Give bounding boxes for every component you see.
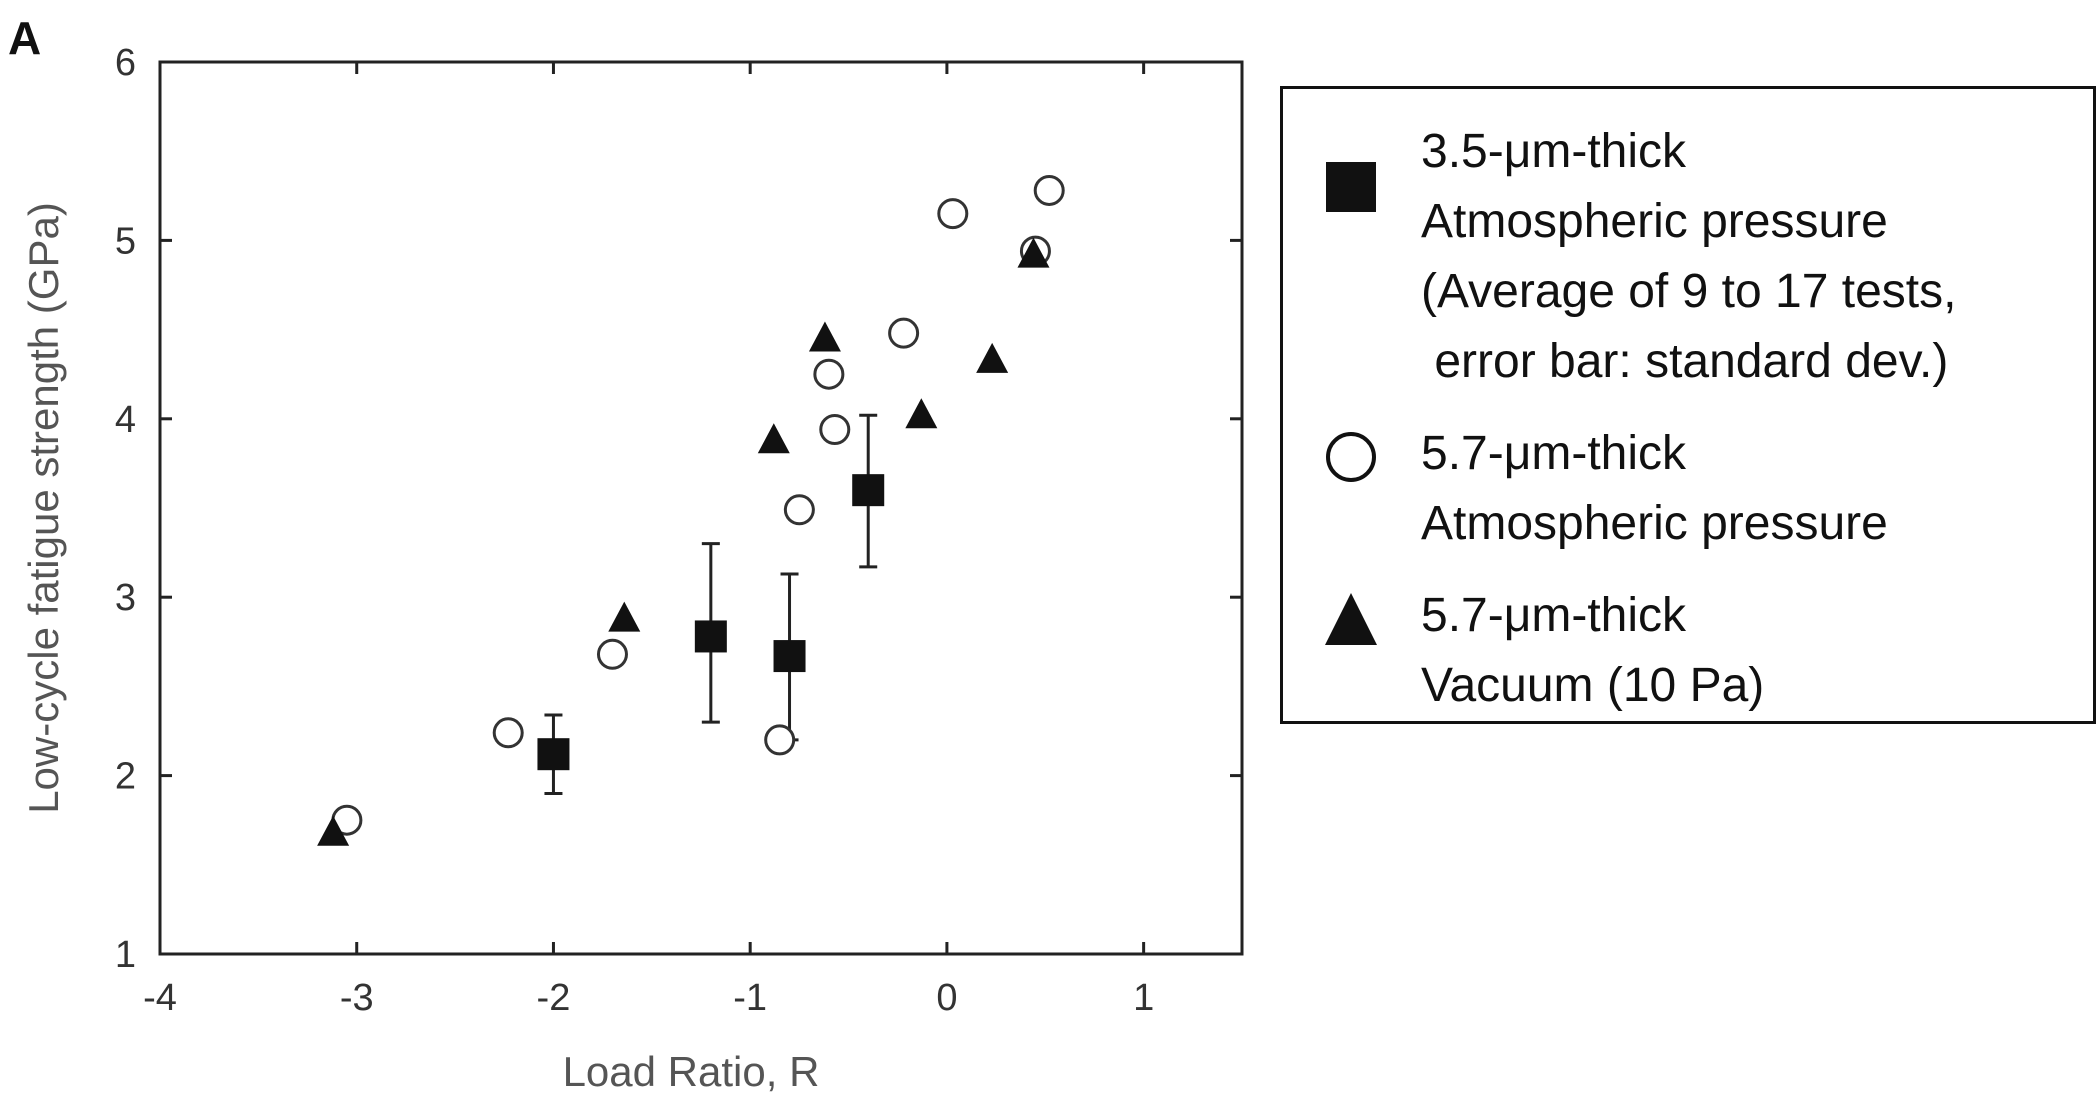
y-axis-title: Low-cycle fatigue strength (GPa) (20, 202, 67, 814)
circle-data-point (813, 358, 845, 390)
x-tick-label: -2 (537, 977, 571, 1019)
square-data-point (694, 620, 727, 653)
axis-ticks: -4 -3 -2 -1 0 1 1 2 3 4 5 6 (115, 42, 1242, 1019)
legend-entry-triangle: 5.7-μm-thick Vacuum (10 Pa) (1283, 581, 2093, 731)
open-circle-marker-icon (1326, 432, 1376, 482)
x-axis-title: Load Ratio, R (563, 1048, 820, 1095)
filled-triangle-marker-icon (1325, 593, 1377, 645)
triangle-data-point (1017, 237, 1050, 268)
y-tick-label: 5 (115, 220, 136, 262)
triangle-data-point (757, 423, 790, 454)
circle-data-point (764, 724, 796, 756)
circle-data-point (783, 494, 815, 526)
square-data-point (852, 474, 885, 507)
legend-label-triangle: 5.7-μm-thick Vacuum (10 Pa) (1421, 589, 1765, 712)
triangle-data-point (905, 398, 938, 429)
x-tick-label: 0 (936, 977, 957, 1019)
legend-entry-square: 3.5-μm-thick Atmospheric pressure (Avera… (1283, 117, 2093, 407)
y-tick-label: 6 (115, 42, 136, 84)
legend-label-circle: 5.7-μm-thick Atmospheric pressure (1421, 427, 1888, 550)
triangle-data-point (608, 601, 641, 632)
circle-data-point (596, 638, 628, 670)
legend: 3.5-μm-thick Atmospheric pressure (Avera… (1280, 86, 2096, 724)
y-tick-label: 3 (115, 577, 136, 619)
filled-square-marker-icon (1326, 162, 1376, 212)
triangle-data-point (317, 815, 350, 846)
legend-entry-circle: 5.7-μm-thick Atmospheric pressure (1283, 419, 2093, 569)
y-tick-label: 2 (115, 756, 136, 798)
square-data-point (773, 640, 806, 673)
panel-label: A (8, 12, 41, 64)
x-tick-label: -4 (143, 977, 177, 1019)
x-tick-label: 1 (1133, 977, 1154, 1019)
circle-data-point (888, 317, 920, 349)
square-data-point (537, 738, 570, 771)
x-tick-label: -1 (733, 977, 767, 1019)
plot-area-frame (158, 60, 1244, 956)
circle-data-point (1033, 174, 1065, 206)
triangle-data-point (808, 321, 841, 352)
circle-data-point (819, 414, 851, 446)
x-tick-label: -3 (340, 977, 374, 1019)
circle-data-point (492, 717, 524, 749)
data-marks (317, 174, 1065, 846)
y-tick-label: 4 (115, 399, 136, 441)
circle-data-point (937, 198, 969, 230)
triangle-data-point (976, 342, 1009, 373)
y-tick-label: 1 (115, 934, 136, 976)
legend-label-square: 3.5-μm-thick Atmospheric pressure (Avera… (1421, 125, 1957, 388)
